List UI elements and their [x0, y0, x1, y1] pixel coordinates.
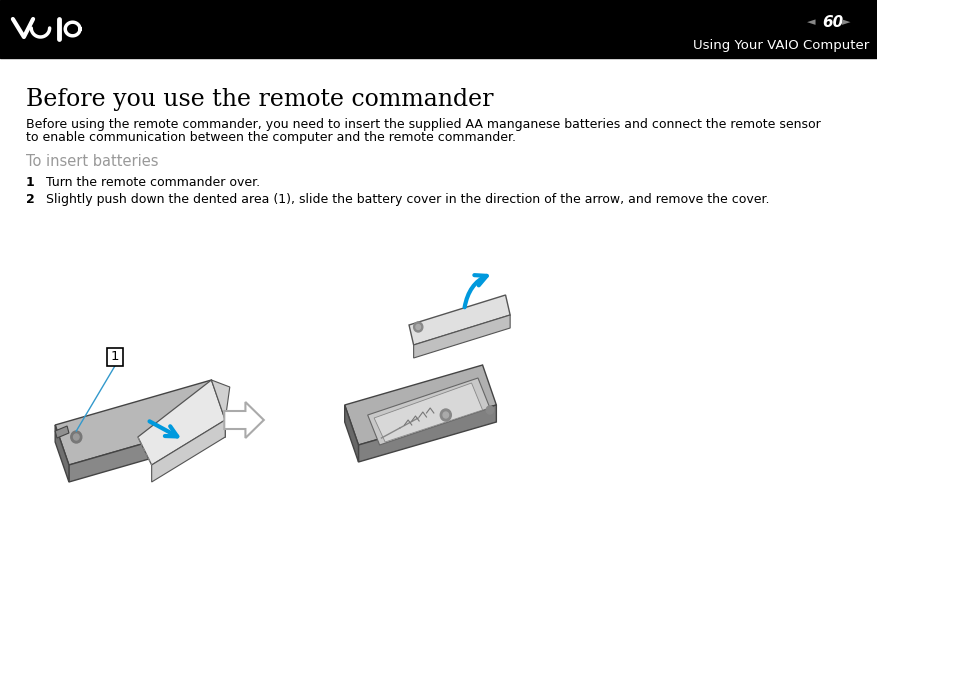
Polygon shape	[69, 420, 225, 482]
Polygon shape	[374, 383, 482, 442]
Text: Using Your VAIO Computer: Using Your VAIO Computer	[693, 38, 868, 52]
Polygon shape	[55, 425, 69, 482]
Text: Before you use the remote commander: Before you use the remote commander	[26, 88, 493, 111]
Polygon shape	[409, 295, 510, 345]
Circle shape	[73, 434, 79, 440]
Text: To insert batteries: To insert batteries	[26, 154, 158, 169]
Text: Before using the remote commander, you need to insert the supplied AA manganese : Before using the remote commander, you n…	[26, 118, 820, 131]
Text: 1: 1	[26, 176, 34, 189]
Circle shape	[442, 412, 448, 418]
Polygon shape	[55, 426, 69, 438]
Circle shape	[71, 431, 82, 443]
Text: 2: 2	[26, 193, 34, 206]
Polygon shape	[212, 380, 230, 420]
Polygon shape	[358, 405, 496, 462]
Polygon shape	[367, 378, 490, 445]
Polygon shape	[138, 380, 225, 465]
Text: 60: 60	[821, 15, 843, 30]
Text: ►: ►	[841, 17, 849, 27]
Polygon shape	[344, 405, 358, 462]
Polygon shape	[152, 420, 225, 482]
Text: 1: 1	[111, 350, 119, 363]
Polygon shape	[414, 315, 510, 358]
FancyBboxPatch shape	[107, 348, 123, 366]
Bar	[0, 0, 876, 58]
Text: Turn the remote commander over.: Turn the remote commander over.	[46, 176, 260, 189]
Text: to enable communication between the computer and the remote commander.: to enable communication between the comp…	[26, 131, 516, 144]
Circle shape	[440, 409, 451, 421]
Circle shape	[486, 406, 493, 414]
Text: ◄: ◄	[806, 17, 815, 27]
Text: Slightly push down the dented area (1), slide the battery cover in the direction: Slightly push down the dented area (1), …	[46, 193, 769, 206]
Polygon shape	[224, 402, 264, 438]
Polygon shape	[344, 365, 496, 445]
Circle shape	[414, 322, 422, 332]
Polygon shape	[55, 380, 225, 465]
Circle shape	[416, 324, 420, 330]
